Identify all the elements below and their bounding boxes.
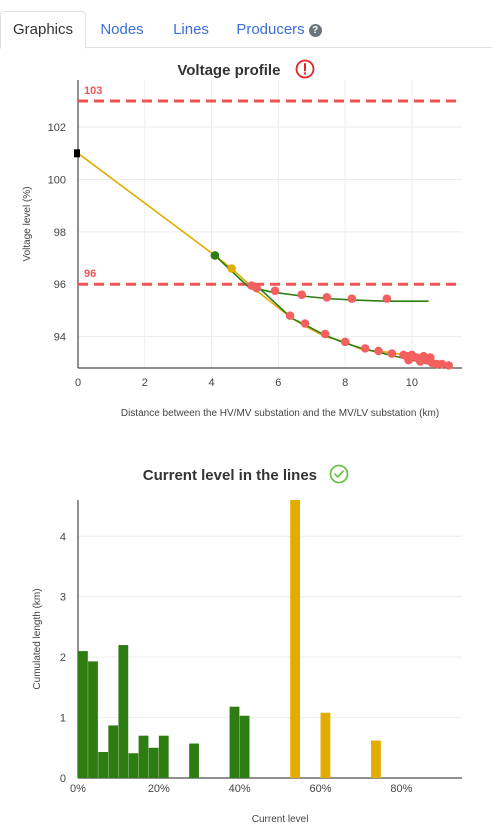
c-y-tick-label: 4: [60, 531, 66, 543]
c-bar: [189, 743, 199, 778]
v-source-marker: [74, 149, 80, 158]
voltage-chart-title: Voltage profile: [177, 62, 281, 79]
v-x-tick-label: 6: [275, 377, 281, 389]
v-data-point: [382, 294, 392, 303]
c-y-tick-label: 2: [60, 652, 66, 664]
c-x-axis-label: Current level: [252, 814, 309, 825]
c-x-tick-label: 80%: [390, 783, 412, 795]
v-limit-label: 96: [84, 268, 96, 280]
exclamation-circle-icon: [295, 59, 315, 79]
c-x-tick-label: 60%: [310, 783, 332, 795]
v-data-point: [347, 294, 357, 303]
voltage-chart-title-row: Voltage profile: [0, 59, 492, 79]
v-data-point: [360, 344, 370, 353]
c-bar: [229, 706, 240, 778]
v-series-line: [77, 152, 446, 365]
c-bar: [290, 500, 301, 778]
v-y-axis-label: Voltage level (%): [22, 186, 33, 261]
c-bar: [98, 752, 109, 778]
c-bar: [88, 661, 98, 778]
v-x-axis-label: Distance between the HV/MV substation an…: [121, 408, 439, 419]
c-bar: [138, 735, 149, 778]
c-y-axis-label: Cumulated length (km): [32, 588, 43, 689]
tab-nodes[interactable]: Nodes: [100, 21, 144, 38]
v-data-point: [340, 337, 350, 347]
c-bar: [158, 735, 169, 778]
current-chart-svg: 0% 20% 40% 60% 80% 0 1 2 3 4 Current level Cumulate…: [32, 500, 462, 825]
v-series-line: [214, 254, 429, 303]
v-data-point: [252, 283, 261, 293]
v-data-point: [300, 319, 310, 328]
tab-graphics[interactable]: Graphics: [0, 11, 86, 49]
v-x-tick-label: 0: [75, 377, 81, 389]
c-bar: [239, 715, 250, 778]
v-x-tick-label: 2: [142, 377, 148, 389]
c-y-tick-label: 3: [60, 592, 66, 604]
v-x-tick-label: 10: [406, 377, 418, 389]
c-bar: [320, 712, 331, 778]
c-x-tick-label: 0%: [70, 783, 86, 795]
question-circle-icon[interactable]: ?: [308, 24, 322, 37]
tab-lines[interactable]: Lines: [173, 21, 209, 38]
c-bar: [148, 747, 159, 778]
v-data-point: [387, 349, 397, 358]
v-data-point: [437, 359, 447, 369]
v-x-tick-label: 8: [342, 377, 348, 389]
voltage-chart: 0 2 4 6 8 10 94 96 98 100 102 Distance between the …: [0, 78, 492, 433]
v-data-point: [320, 329, 330, 339]
v-y-tick-label: 102: [48, 122, 66, 134]
v-y-tick-label: 94: [54, 332, 66, 344]
v-data-point: [322, 293, 332, 302]
v-data-point: [297, 290, 307, 299]
c-x-tick-label: 40%: [229, 783, 251, 795]
c-x-tick-label: 20%: [148, 783, 170, 795]
v-y-tick-label: 100: [48, 174, 66, 186]
c-y-tick-label: 0: [60, 773, 66, 785]
v-limit-label: 103: [84, 85, 102, 97]
v-data-point: [210, 251, 220, 260]
v-data-point: [444, 361, 453, 370]
v-y-tick-label: 96: [54, 279, 66, 291]
c-bar: [78, 651, 88, 778]
c-bar: [108, 725, 119, 778]
v-y-tick-label: 98: [54, 227, 66, 239]
v-x-tick-label: 4: [209, 377, 215, 389]
v-data-point: [270, 286, 280, 296]
tab-bar: Graphics Nodes Lines Producers?: [0, 0, 492, 49]
current-chart-title-row: Current level in the lines: [0, 464, 492, 484]
c-bar: [128, 753, 139, 778]
c-bar: [118, 645, 129, 778]
current-chart: 0% 20% 40% 60% 80% 0 1 2 3 4 Current level Cumulate…: [0, 490, 492, 840]
v-data-point: [285, 311, 295, 320]
tab-producers-label: Producers: [236, 21, 305, 38]
v-data-point: [374, 346, 383, 356]
tab-producers[interactable]: Producers?: [224, 11, 334, 49]
c-y-tick-label: 1: [60, 713, 66, 725]
current-chart-title: Current level in the lines: [142, 467, 318, 484]
c-bar: [371, 740, 381, 778]
check-circle-icon: [329, 464, 349, 484]
v-data-point: [227, 264, 236, 273]
voltage-chart-svg: 0 2 4 6 8 10 94 96 98 100 102 Distance between the …: [22, 80, 462, 419]
